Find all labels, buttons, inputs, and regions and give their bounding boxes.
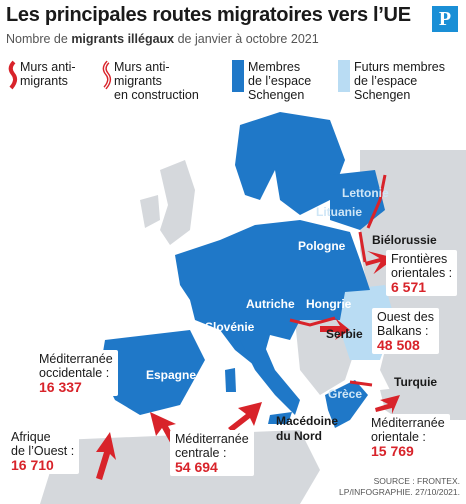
label-serbie: Serbie xyxy=(326,327,363,341)
arrow-balkans xyxy=(320,318,350,340)
callout-central-med: Méditerranée centrale :54 694 xyxy=(170,430,254,476)
arrow-west-africa xyxy=(96,432,116,480)
future-schengen-legend-swatch xyxy=(338,60,350,92)
schengen-legend-swatch xyxy=(232,60,244,92)
legend-schengen: Membres de l’espace Schengen xyxy=(248,60,312,102)
callout-eastern-borders: Frontières orientales :6 571 xyxy=(386,250,458,296)
label-pologne: Pologne xyxy=(298,239,346,253)
arrow-central-med xyxy=(228,402,262,432)
legend-walls-construction: Murs anti-migrants en construction xyxy=(114,60,199,102)
label-macedoine: Macédoine du Nord xyxy=(276,414,339,443)
wall-construction-legend-icon xyxy=(102,60,112,90)
callout-western-med: Méditerranée occidentale :16 337 xyxy=(34,350,118,396)
map-subtitle: Nombre de migrants illégaux de janvier à… xyxy=(6,32,319,46)
le-parisien-logo: P xyxy=(432,6,458,32)
legend-walls: Murs anti-migrants xyxy=(20,60,76,88)
label-bielorussie: Biélorussie xyxy=(372,233,437,247)
label-lituanie: Lituanie xyxy=(316,205,363,219)
label-espagne: Espagne xyxy=(146,368,197,382)
label-hongrie: Hongrie xyxy=(306,297,352,311)
label-lettonie: Lettonie xyxy=(342,186,389,200)
arrow-eastern-med xyxy=(375,395,400,414)
callout-west-africa: Afrique de l’Ouest :16 710 xyxy=(6,428,80,474)
label-autriche: Autriche xyxy=(246,297,295,311)
source-credit: SOURCE : FRONTEX. LP/INFOGRAPHIE. 27/10/2… xyxy=(339,476,460,497)
callout-eastern-med: Méditerranée orientale :15 769 xyxy=(366,414,450,460)
label-turquie: Turquie xyxy=(394,375,438,389)
legend-future-schengen: Futurs membres de l’espace Schengen xyxy=(354,60,445,102)
callout-western-balkans: Ouest des Balkans :48 508 xyxy=(372,308,439,354)
wall-legend-icon xyxy=(8,60,18,90)
label-slovenie: Slovénie xyxy=(205,320,255,334)
map-title: Les principales routes migratoires vers … xyxy=(6,4,411,26)
label-grece: Grèce xyxy=(328,387,363,401)
